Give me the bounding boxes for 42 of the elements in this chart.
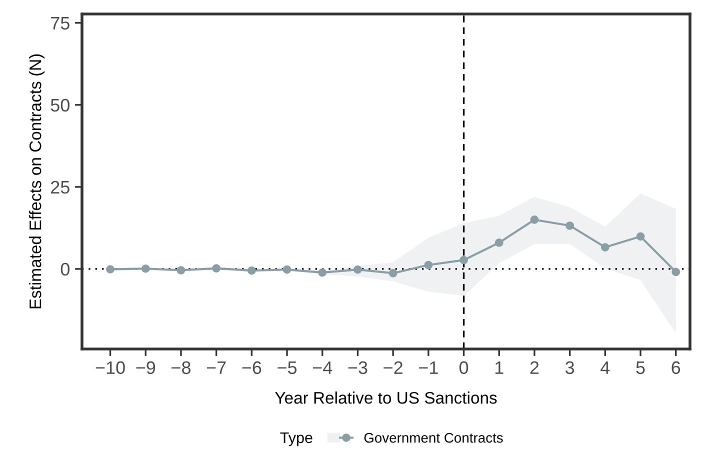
point (318, 268, 327, 277)
x-tick-label: 4 (600, 361, 610, 374)
y-tick-label: 50 (50, 98, 70, 112)
x-tick-label: −6 (242, 361, 262, 374)
point (424, 260, 433, 270)
point (636, 232, 645, 241)
x-tick-label: 2 (530, 361, 539, 374)
legend-label: Government Contracts (364, 432, 503, 443)
x-tick-label: 6 (672, 361, 680, 374)
x-tick-label: 0 (459, 361, 468, 374)
y-tick-label: 75 (51, 16, 70, 30)
x-axis-title: Year Relative to US Sanctions (275, 392, 497, 404)
x-tick-label: −8 (172, 361, 190, 374)
x-tick-label: −10 (96, 361, 125, 374)
point (672, 268, 680, 276)
x-tick-label: −5 (278, 361, 297, 374)
point (282, 265, 292, 274)
x-tick-label: −4 (312, 361, 332, 374)
point (494, 238, 504, 247)
x-tick-label: 1 (495, 361, 504, 374)
y-tick-label: 0 (60, 262, 70, 276)
y-axis-title: Estimated Effects on Contracts (N) (29, 54, 45, 308)
point (106, 265, 114, 274)
x-tick-label: −9 (136, 361, 156, 374)
point (388, 269, 398, 278)
x-tick-label: 3 (565, 361, 574, 374)
x-tick-label: −2 (384, 361, 402, 374)
point (248, 266, 256, 275)
point (460, 256, 468, 264)
y-tick-label: 25 (51, 180, 70, 194)
point (141, 264, 150, 273)
point (354, 265, 362, 274)
point (530, 216, 539, 224)
point (212, 264, 220, 272)
point (176, 266, 186, 274)
x-tick-label: 5 (636, 361, 645, 374)
x-tick-label: −7 (206, 361, 226, 374)
x-tick-label: −3 (348, 361, 368, 374)
legend-title: Type (280, 432, 312, 446)
point (566, 221, 574, 230)
x-tick-label: −1 (419, 361, 438, 374)
point (600, 243, 610, 252)
